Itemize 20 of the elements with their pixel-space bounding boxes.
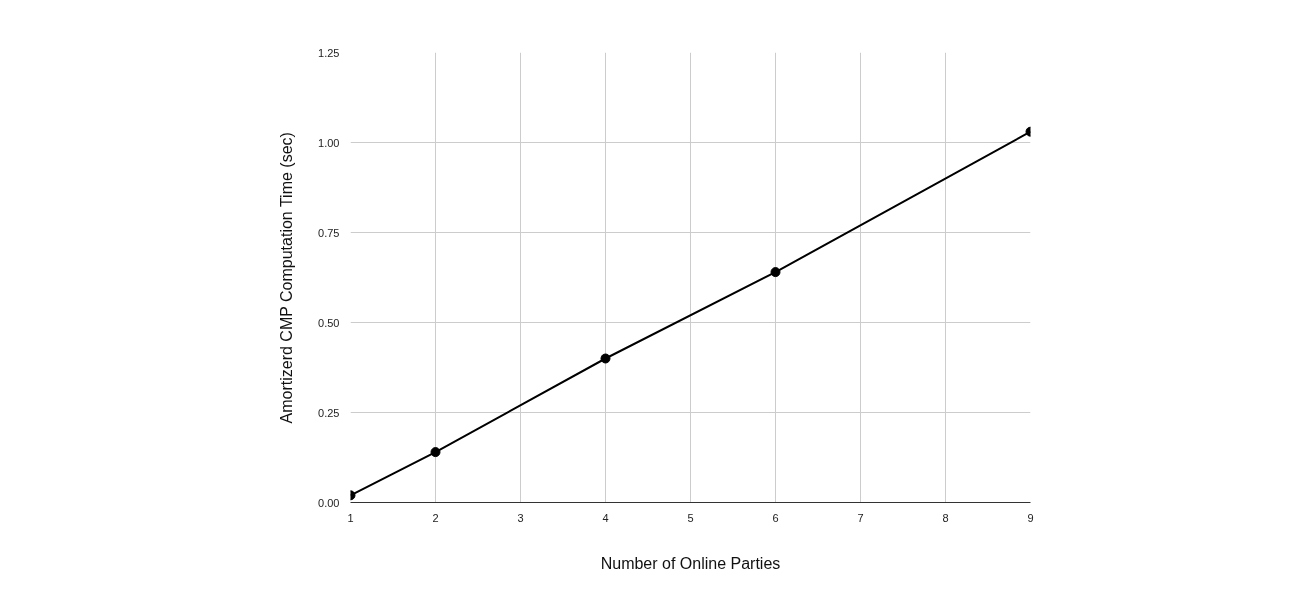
x-tick-label: 2: [432, 511, 439, 524]
point: [600, 353, 611, 364]
x-tick-label: 9: [1027, 511, 1034, 524]
y-tick-label: 1.00: [318, 136, 340, 149]
x-tick-label: 5: [687, 511, 694, 524]
y-axis-title: Amortizerd CMP Computation Time (sec): [278, 132, 296, 424]
y-tick-label: 0.00: [318, 496, 340, 509]
point: [430, 447, 441, 458]
y-tick-label: 0.25: [318, 406, 340, 419]
x-tick-label: 4: [602, 511, 609, 524]
point: [770, 267, 781, 278]
y-tick-label: 0.50: [318, 316, 340, 329]
x-tick-label: 3: [517, 511, 524, 524]
x-tick-label: 8: [942, 511, 949, 524]
y-tick-label: 0.75: [318, 226, 340, 239]
y-tick-label: 1.25: [318, 46, 340, 59]
x-tick-label: 7: [857, 511, 864, 524]
x-axis-title: Number of Online Parties: [600, 554, 781, 572]
x-tick-label: 1: [347, 511, 354, 524]
x-tick-label: 6: [772, 511, 779, 524]
